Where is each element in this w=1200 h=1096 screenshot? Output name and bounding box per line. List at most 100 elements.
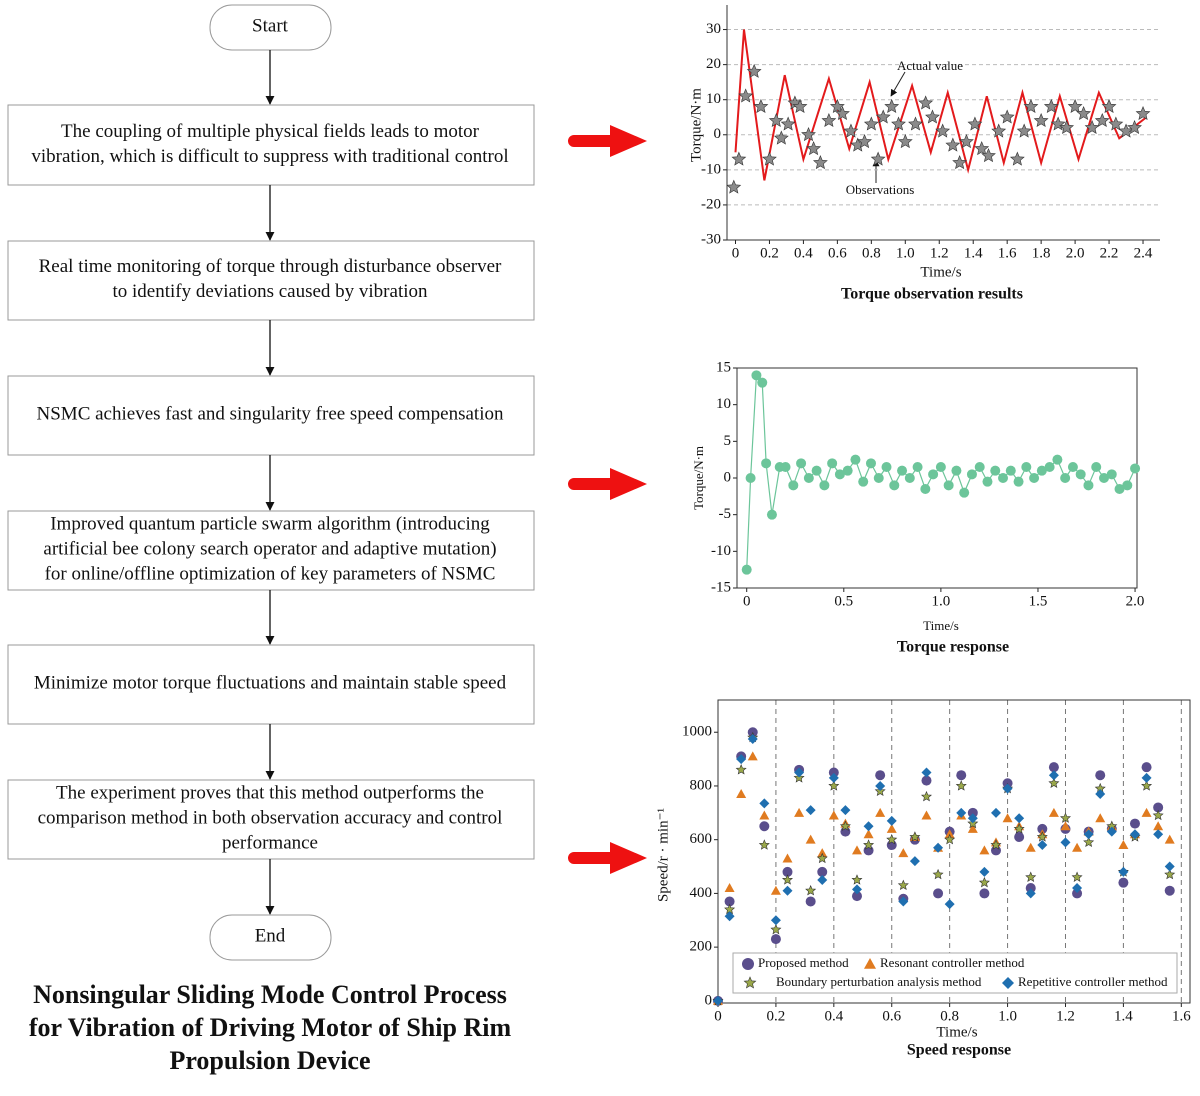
marker	[1106, 469, 1117, 480]
node-label: vibration, which is difficult to suppres…	[31, 146, 508, 167]
marker	[1016, 123, 1032, 138]
marker	[974, 462, 985, 472]
y-tick-label: 0	[724, 469, 732, 485]
marker	[770, 923, 782, 935]
marker	[990, 465, 1001, 476]
end-node	[209, 914, 332, 961]
marker	[933, 888, 944, 899]
marker	[743, 976, 757, 989]
marker	[1013, 476, 1024, 487]
marker	[762, 151, 777, 166]
marker	[920, 790, 932, 802]
marker	[1072, 888, 1083, 899]
marker	[999, 109, 1015, 124]
y-tick-label: 0	[705, 992, 713, 1008]
marker	[875, 109, 891, 124]
marker	[870, 151, 886, 166]
marker	[1036, 831, 1048, 842]
x-tick-label: 2.2	[1100, 245, 1119, 261]
marker	[851, 891, 862, 902]
marker	[792, 98, 808, 114]
plot-frame	[736, 367, 1138, 589]
marker	[1153, 802, 1164, 813]
y-tick-label: 30	[706, 21, 721, 37]
marker	[1059, 119, 1075, 135]
marker	[1025, 871, 1037, 882]
x-tick-label: 0	[743, 593, 751, 609]
title-line: Propulsion Device	[169, 1046, 370, 1075]
y-tick-label: 20	[706, 56, 721, 72]
marker	[886, 833, 898, 845]
marker	[1025, 883, 1036, 894]
marker	[904, 473, 915, 483]
node-label: comparison method in both observation ac…	[38, 807, 503, 828]
marker	[935, 462, 946, 472]
marker	[1059, 812, 1071, 823]
flowchart: Start The coupling of multiple physical f…	[7, 4, 535, 1075]
x-tick-label: 2.4	[1134, 245, 1153, 261]
x-tick-label: 0.6	[882, 1008, 901, 1024]
y-tick-label: 0	[714, 126, 722, 142]
x-tick-label: 1.4	[964, 245, 983, 261]
legend-box	[732, 952, 1178, 994]
x-axis-label: Time/s	[920, 264, 961, 280]
marker	[1048, 770, 1059, 781]
marker	[788, 480, 799, 491]
marker	[933, 842, 944, 853]
x-axis-label: Time/s	[936, 1024, 977, 1040]
marker	[794, 807, 805, 817]
y-tick-label: -10	[701, 161, 721, 177]
marker	[751, 370, 762, 381]
marker	[1118, 877, 1129, 888]
marker	[886, 823, 897, 833]
marker	[738, 88, 754, 103]
marker	[1067, 462, 1078, 472]
node-label: to identify deviations caused by vibrati…	[112, 281, 428, 302]
marker	[1129, 829, 1140, 840]
marker	[944, 899, 955, 910]
marker	[828, 810, 839, 820]
y-tick-label: 1000	[682, 724, 712, 740]
process-box	[7, 779, 535, 860]
marker	[898, 896, 909, 907]
title-line: Nonsingular Sliding Mode Control Process	[33, 980, 507, 1009]
node-texts: Start The coupling of multiple physical f…	[31, 15, 508, 946]
x-tick-label: 0.8	[862, 245, 881, 261]
marker	[1048, 807, 1059, 817]
marker	[840, 805, 851, 816]
y-tick-label: 200	[690, 939, 713, 955]
marker	[842, 465, 853, 476]
marker	[891, 116, 906, 131]
x-tick-label: 1.2	[1056, 1008, 1075, 1024]
x-tick-label: 0.4	[794, 245, 813, 261]
marker	[1023, 98, 1039, 114]
marker	[1141, 762, 1152, 773]
marker	[875, 807, 886, 817]
marker	[945, 137, 961, 152]
y-tick-label: 10	[706, 91, 721, 107]
y-axis-label: Torque/N·m	[688, 88, 704, 162]
marker	[966, 469, 977, 480]
process-box	[7, 104, 535, 186]
marker	[758, 839, 770, 850]
node-label: Start	[252, 15, 289, 36]
marker	[835, 105, 850, 121]
marker	[956, 770, 967, 781]
marker	[1033, 112, 1049, 128]
marker	[1084, 119, 1100, 135]
marker	[1036, 465, 1047, 476]
marker	[1014, 831, 1025, 842]
marker	[781, 874, 793, 885]
marker	[805, 884, 817, 896]
marker	[1075, 469, 1086, 480]
red-arrows	[568, 125, 647, 874]
marker	[805, 805, 816, 816]
marker	[780, 116, 796, 131]
title-line: for Vibration of Driving Motor of Ship R…	[29, 1013, 512, 1042]
x-tick-label: 0	[732, 245, 740, 261]
y-axis-label: Speed/r · min⁻¹	[655, 808, 671, 902]
x-tick-label: 1.5	[1029, 593, 1048, 609]
marker	[742, 958, 754, 970]
legend-label: Boundary perturbation analysis method	[776, 974, 982, 989]
process-box	[7, 510, 535, 591]
